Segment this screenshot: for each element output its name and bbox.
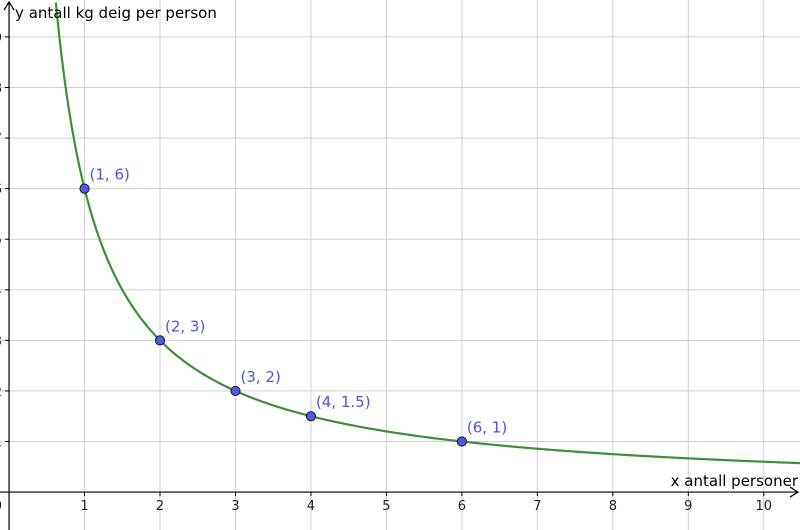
x-axis-arrow (789, 486, 800, 498)
y-tick-label: 1 (0, 435, 2, 450)
x-tick-label: 7 (533, 499, 541, 514)
data-point-label: (6, 1) (467, 418, 507, 436)
x-tick-label: 3 (231, 499, 239, 514)
x-tick-label: 2 (156, 499, 164, 514)
data-point (456, 436, 467, 447)
y-axis-arrow (3, 0, 15, 11)
y-tick-label: 9 (0, 31, 2, 46)
data-points: (1, 6) (2, 3) (3, 2) (4, 1.5) (6, 1) (79, 166, 507, 447)
data-point (79, 183, 90, 194)
y-tick-label: 6 (0, 183, 2, 198)
data-point-label: (2, 3) (165, 317, 205, 335)
x-tick-label: 8 (609, 499, 617, 514)
y-tick-label: 2 (0, 385, 2, 400)
x-tick-label: 4 (307, 499, 315, 514)
tick-labels: 1 2 3 4 5 6 7 8 9 10 1 2 3 4 5 6 7 8 9 0 (0, 31, 772, 514)
data-point-label: (4, 1.5) (316, 393, 371, 411)
origin-label: 0 (0, 499, 2, 514)
y-tick-label: 5 (0, 233, 2, 248)
data-point (154, 335, 166, 346)
y-tick-label: 8 (0, 81, 2, 96)
x-tick-label: 5 (382, 499, 390, 514)
data-point-label: (1, 6) (90, 166, 130, 184)
x-tick-label: 9 (684, 499, 692, 514)
data-point (230, 385, 241, 397)
y-tick-label: 4 (0, 284, 2, 299)
curve-series (54, 2, 800, 465)
y-axis-label: y antall kg deig per person (15, 4, 217, 22)
y-tick-label: 7 (0, 132, 2, 147)
x-axis-label: x antall personer (671, 472, 799, 490)
y-tick-label: 3 (0, 334, 2, 349)
x-tick-label: 6 (458, 499, 466, 514)
x-tick-label: 1 (80, 499, 88, 514)
data-point (305, 411, 317, 422)
x-tick-label: 10 (756, 499, 773, 514)
data-point-label: (3, 2) (240, 368, 280, 386)
